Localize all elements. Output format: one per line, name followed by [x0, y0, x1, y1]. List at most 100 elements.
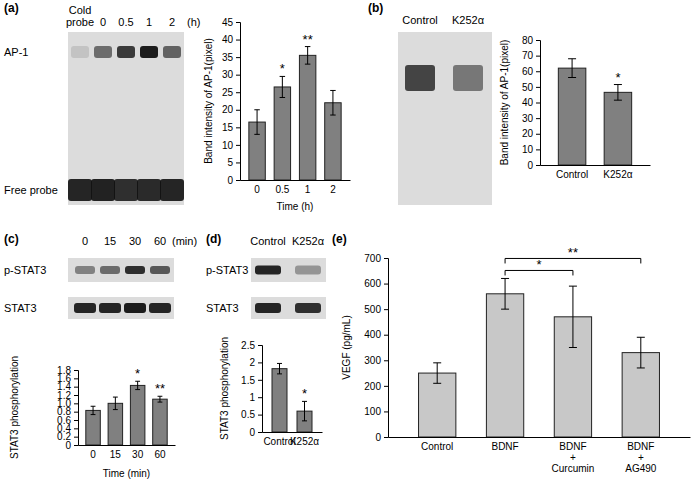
x-tick-label-line: K252α: [603, 169, 632, 180]
x-tick-label-line: 2: [330, 184, 336, 195]
y-tick: 80: [522, 35, 540, 46]
x-axis: 0 15 30 60: [79, 445, 176, 460]
blot-band: [94, 46, 112, 58]
lane-label-line: Cold: [69, 4, 92, 16]
blot-band: [255, 266, 281, 275]
y-tick-label: 100: [364, 406, 381, 417]
bar-chart: 00.511.522.5ControlK252αSTAT3 phosphoryl…: [219, 337, 323, 447]
x-tick-label-line: 0: [254, 184, 260, 195]
y-tick: 30: [522, 113, 540, 124]
x-tick-label: 2: [330, 184, 336, 195]
blot-band: [125, 266, 145, 274]
y-tick: 50: [522, 82, 540, 93]
blot-background: [68, 297, 174, 319]
x-axis: ControlBDNFBDNF+CurcuminBDNF+AG490: [389, 437, 691, 474]
y-tick-label: 50: [522, 82, 534, 93]
y-tick-label: 1.8: [57, 365, 71, 376]
y-axis: 00.511.522.5: [241, 340, 262, 438]
row-label: p-STAT3: [206, 264, 248, 276]
x-tick-label-line: AG490: [625, 463, 657, 474]
blot-band: [255, 303, 281, 313]
y-tick-mark: [536, 56, 540, 57]
y-tick-mark: [384, 386, 388, 387]
row-label: STAT3: [4, 302, 37, 314]
y-axis-title: Band intensity of AP-1(pixel): [499, 40, 510, 166]
y-tick-mark: [236, 162, 240, 163]
significance-mark: *: [536, 257, 541, 272]
lane-label: 30: [129, 235, 141, 247]
y-tick-label: 0: [227, 175, 233, 186]
lane-label-line: 0.5: [118, 16, 133, 28]
y-axis-title: Band intensity of AP-1(pixel): [203, 38, 214, 164]
y-tick-mark: [384, 335, 388, 336]
y-axis: 0100200300400500600700: [364, 253, 388, 443]
y-tick-label: 40: [522, 97, 534, 108]
y-tick-label: 0: [249, 427, 255, 438]
x-tick: 15: [110, 445, 122, 460]
lane-label-line: K252α: [452, 14, 485, 26]
lane-label-line: 0: [100, 16, 106, 28]
x-axis-line: [263, 432, 323, 433]
y-tick-label: 45: [222, 17, 234, 28]
bar: [130, 385, 144, 445]
lane-label-line: 2: [169, 16, 175, 28]
x-tick-label-line: 0: [90, 449, 96, 460]
blot-band: [163, 46, 181, 58]
bar: [86, 410, 100, 445]
y-tick-mark: [384, 284, 388, 285]
y-tick-label: 0: [527, 160, 533, 171]
lane-label: Control: [250, 235, 285, 247]
y-axis-line: [74, 371, 79, 446]
panel-label: (c): [4, 232, 19, 246]
y-tick-label: 25: [222, 87, 234, 98]
y-tick: 200: [364, 381, 388, 392]
error-bar: [158, 396, 163, 402]
y-tick-label: 20: [522, 128, 534, 139]
y-axis-line: [258, 346, 263, 433]
y-tick-mark: [536, 40, 540, 41]
blot-band: [295, 266, 321, 275]
y-axis-line: [384, 259, 389, 438]
y-tick-mark: [384, 437, 388, 438]
y-tick-mark: [384, 258, 388, 259]
x-tick-label-line: Control: [421, 441, 453, 452]
y-tick-mark: [74, 378, 78, 379]
y-axis-title: VEGF (pg/mL): [341, 315, 352, 379]
y-tick-mark: [74, 403, 78, 404]
y-tick-mark: [384, 360, 388, 361]
y-tick-mark: [536, 118, 540, 119]
y-tick-mark: [236, 57, 240, 58]
error-bar: [302, 401, 307, 420]
y-tick-label: 40: [222, 34, 234, 45]
blot-band: [453, 65, 483, 91]
y-tick-mark: [74, 445, 78, 446]
x-tick-label-line: 60: [154, 449, 166, 460]
error-bar: [433, 363, 441, 383]
x-axis: 00.512: [241, 180, 351, 195]
x-tick: 1: [305, 180, 311, 195]
y-tick-label: 35: [222, 52, 234, 63]
y-tick-mark: [236, 92, 240, 93]
error-bar: [614, 85, 622, 101]
lane-label: 1: [146, 16, 152, 28]
y-tick: 0.5: [241, 409, 262, 420]
y-tick-mark: [258, 345, 262, 346]
x-tick-label: Control: [556, 169, 588, 180]
y-tick: 70: [522, 50, 540, 61]
bar-chart: 0100200300400500600700ControlBDNFBDNF+Cu…: [341, 245, 691, 474]
blot-band: [114, 179, 138, 201]
x-tick-label: BDNF+Curcumin: [552, 441, 595, 474]
significance-mark: *: [280, 61, 285, 76]
error-bar: [254, 110, 259, 135]
x-tick-label: K252α: [603, 169, 632, 180]
y-tick-mark: [236, 40, 240, 41]
x-tick: Control: [421, 437, 453, 452]
y-tick-label: 300: [364, 355, 381, 366]
x-tick-label-line: 30: [132, 449, 144, 460]
x-tick-label-line: BDNF: [627, 441, 654, 452]
y-tick-mark: [74, 437, 78, 438]
x-tick: BDNF+Curcumin: [552, 437, 595, 474]
row-label: Free probe: [4, 184, 58, 196]
blot-band: [68, 179, 92, 201]
significance-mark: *: [302, 386, 307, 401]
